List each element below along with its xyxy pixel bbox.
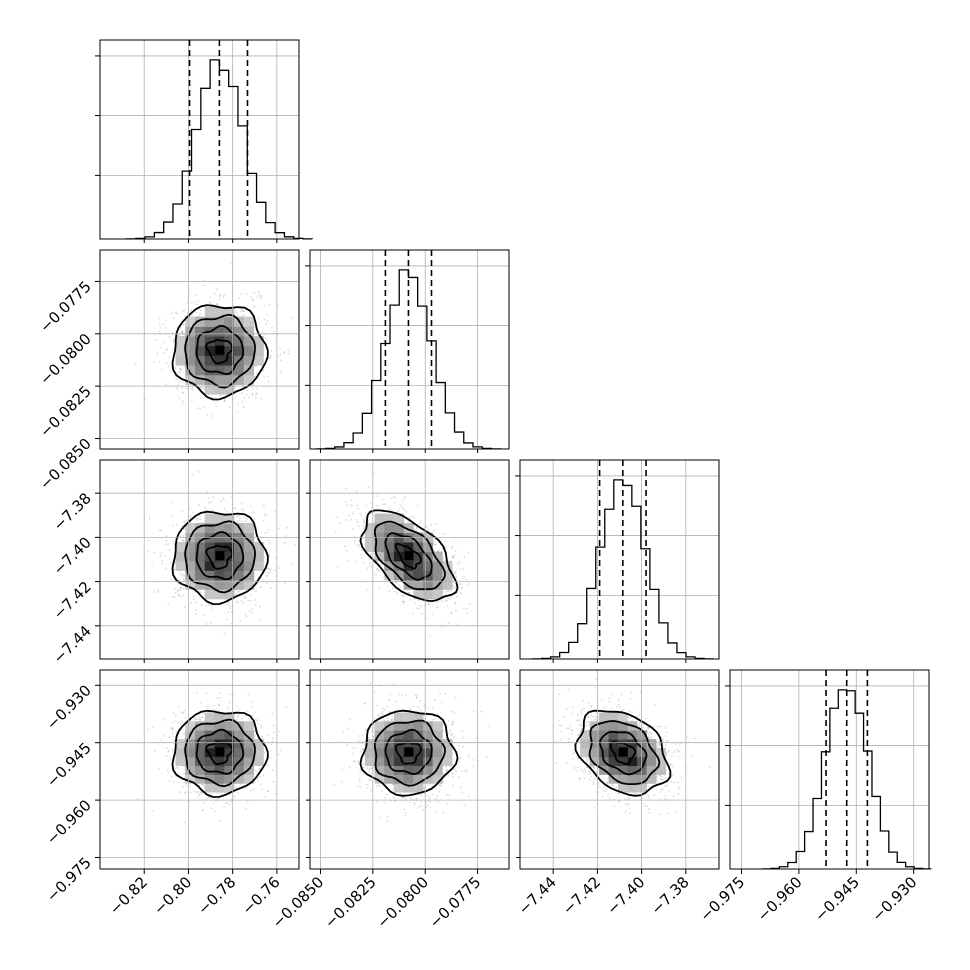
- contour-0: [205, 741, 234, 766]
- xtick-label-0-0: −0.82: [106, 873, 151, 918]
- grid-lines: [100, 250, 299, 449]
- grid-lines: [730, 670, 929, 869]
- contour-1: [195, 324, 245, 376]
- panel-3-0: [136, 691, 288, 824]
- contour-1: [384, 532, 433, 581]
- xtick-label-1-1: −0.0825: [321, 873, 380, 932]
- contour-0: [394, 542, 422, 570]
- density-peak: [618, 747, 628, 757]
- xtick-label-2-2: −7.40: [603, 873, 648, 918]
- xtick-label-3-3: −0.930: [869, 873, 921, 925]
- xtick-label-3-1: −0.960: [754, 873, 806, 925]
- ytick-label-3-1: −0.960: [43, 796, 95, 848]
- grid-lines: [100, 670, 299, 869]
- panel-frame-3-3: [729, 669, 930, 870]
- contour-3: [359, 709, 459, 797]
- grid-lines: [310, 250, 509, 449]
- grid-lines: [310, 460, 509, 659]
- ytick-label-2-1: −7.42: [50, 578, 95, 623]
- contour-2: [184, 313, 256, 389]
- contour-2: [588, 720, 661, 786]
- ytick-label-1-2: −0.0800: [36, 330, 95, 389]
- contour-0: [609, 740, 637, 765]
- grid-lines: [310, 670, 509, 869]
- ytick-label-1-0: −0.0850: [36, 435, 95, 494]
- xtick-label-2-3: −7.38: [647, 873, 692, 918]
- xtick-label-1-3: −0.0775: [426, 873, 485, 932]
- density-peak: [404, 747, 414, 757]
- panel-1-0: [134, 261, 293, 417]
- ytick-label-1-1: −0.0825: [36, 382, 95, 441]
- panel-frame-2-0: [99, 459, 300, 660]
- contour-1: [384, 728, 433, 776]
- grid-lines: [100, 40, 299, 239]
- grid-lines: [100, 460, 299, 659]
- panel-frame-3-1: [309, 669, 510, 870]
- ytick-label-2-2: −7.40: [50, 533, 95, 578]
- xtick-label-2-1: −7.42: [559, 873, 604, 918]
- density-peak: [215, 747, 225, 757]
- grid-lines: [520, 460, 719, 659]
- contour-3: [171, 510, 269, 606]
- panel-frame-2-1: [309, 459, 510, 660]
- panel-2-1: [334, 472, 473, 637]
- ytick-label-2-3: −7.38: [50, 489, 95, 534]
- panel-frame-0-0: [99, 39, 300, 240]
- contour-3: [171, 304, 269, 401]
- panel-frame-1-1: [309, 249, 510, 450]
- xtick-label-1-2: −0.0800: [373, 873, 432, 932]
- contour-1: [195, 728, 245, 775]
- panel-frame-1-0: [99, 249, 300, 450]
- contour-2: [184, 718, 256, 788]
- axes: −0.82−0.80−0.78−0.76−0.0850−0.0825−0.080…: [36, 239, 921, 932]
- contour-3: [171, 709, 269, 798]
- panel-frame-3-2: [519, 669, 720, 870]
- panel-frame-3-0: [99, 669, 300, 870]
- panel-frame-2-2: [519, 459, 720, 660]
- ytick-label-3-3: −0.930: [43, 681, 95, 733]
- density-cells: [580, 712, 666, 793]
- density-peak: [215, 345, 225, 355]
- contours: [171, 304, 269, 401]
- xtick-label-2-0: −7.44: [515, 873, 560, 918]
- ytick-label-3-0: −0.975: [43, 854, 95, 906]
- ytick-label-3-2: −0.945: [43, 739, 95, 791]
- contours: [171, 709, 269, 798]
- contour-0: [205, 338, 234, 365]
- contours: [574, 709, 672, 797]
- contour-3: [574, 709, 672, 797]
- panel-3-1: [333, 682, 491, 823]
- contour-3: [359, 509, 459, 603]
- xtick-label-0-2: −0.78: [194, 873, 239, 918]
- ytick-label-2-0: −7.44: [50, 622, 95, 667]
- contour-2: [184, 520, 256, 594]
- xtick-label-3-2: −0.945: [811, 873, 863, 925]
- ytick-label-1-3: −0.0775: [36, 278, 95, 337]
- contour-1: [598, 730, 648, 776]
- density-peak: [404, 551, 414, 561]
- contour-0: [205, 544, 234, 570]
- grid-lines: [520, 670, 719, 869]
- panel-2-0: [146, 470, 296, 635]
- panel-3-2: [554, 678, 711, 816]
- xtick-label-0-1: −0.80: [150, 873, 195, 918]
- contour-0: [394, 741, 422, 765]
- density-peak: [215, 551, 225, 561]
- xtick-label-3-0: −0.975: [696, 873, 748, 925]
